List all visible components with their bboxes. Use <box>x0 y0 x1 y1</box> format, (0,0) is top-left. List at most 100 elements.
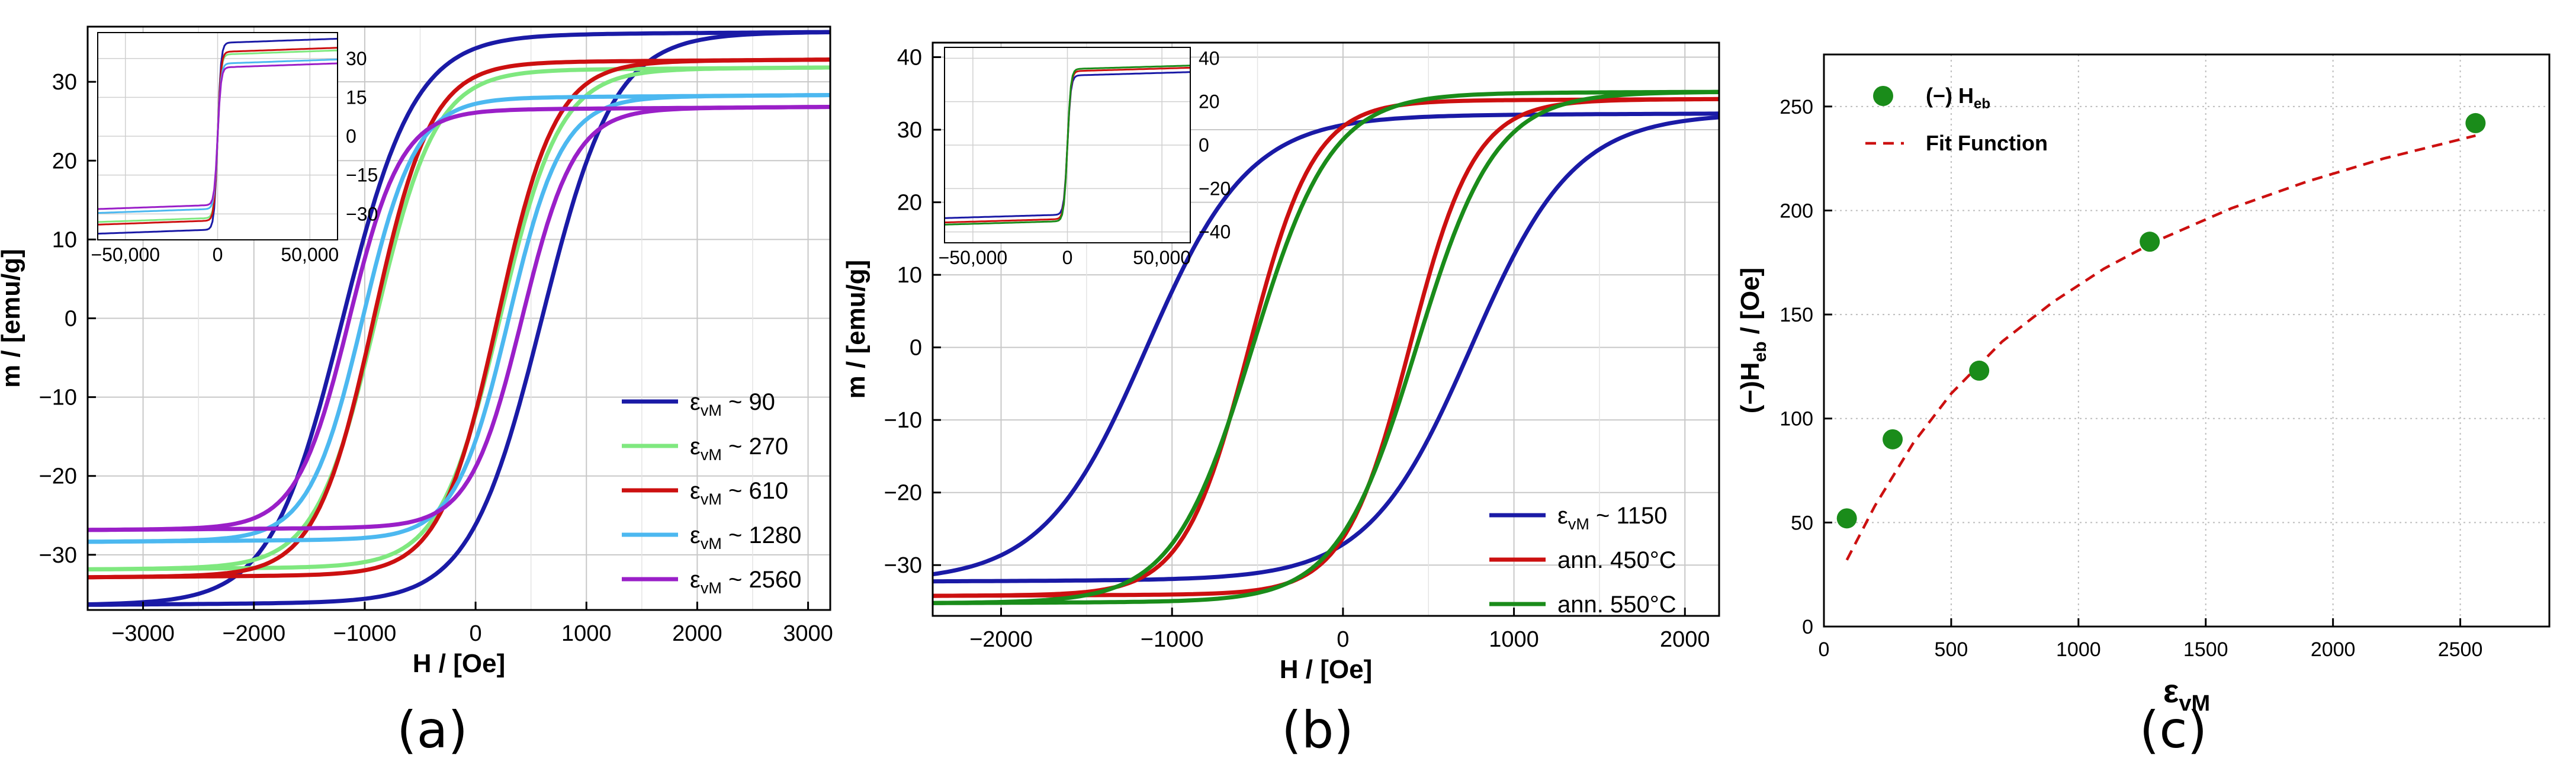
y-tick-label: −20 <box>39 464 77 489</box>
inset-y-tick-label: −40 <box>1199 221 1231 243</box>
series-line-2-lower <box>88 57 830 580</box>
panel-a: −3000 −2000 −1000 0 1000 2000 3000−30−20−10010… <box>0 25 833 678</box>
y-tick-label: 200 <box>1780 200 1813 222</box>
x-tick-label: 2000 <box>2311 638 2356 661</box>
legend-value: 1150 <box>1616 503 1667 529</box>
inset-x-tick-label: 50,000 <box>1133 247 1191 268</box>
legend: εvM ~ 1150 ann. 450°C ann. 550°C <box>1489 503 1676 618</box>
plot-frame <box>1823 53 2551 628</box>
legend-prefix: ~ <box>722 522 749 548</box>
x-tick-label: 0 <box>470 621 482 646</box>
legend-label-1: εvM ~ 270 <box>690 433 788 464</box>
y-tick-label: 20 <box>897 191 922 216</box>
x-tick-label: −2000 <box>969 627 1033 652</box>
y-axis-label: m / [emu/g] <box>841 260 871 399</box>
data-point <box>2140 232 2160 252</box>
inset-series-2 <box>944 65 1191 226</box>
legend-value: 90 <box>749 389 775 415</box>
x-axis-label: εvM <box>2163 672 2210 716</box>
legend-prefix: ~ <box>722 389 749 415</box>
x-tick-label: 500 <box>1935 638 1968 661</box>
legend-subscript: vM <box>701 579 722 597</box>
inset: −50,000 0 50,000 40 20 0 −20 −40 <box>939 47 1231 268</box>
legend-label-3: εvM ~ 1280 <box>690 522 801 553</box>
legend-symbol: ε <box>690 478 701 504</box>
x-tick-label: 1500 <box>2183 638 2228 661</box>
x-axis-label-sub: vM <box>2179 691 2210 716</box>
data-point <box>2465 113 2486 133</box>
x-tick-label: 0 <box>1337 627 1349 652</box>
legend-label-fit: Fit Function <box>1926 131 2048 155</box>
legend-label-2: ann. 550°C <box>1557 592 1676 618</box>
y-axis-label-pre: (−)H <box>1736 362 1765 413</box>
x-tick-label: 2500 <box>2438 638 2483 661</box>
data-point <box>1836 508 1857 529</box>
inset-x-tick-label: 0 <box>1062 247 1073 268</box>
inset-y-tick-label: 0 <box>1199 134 1209 156</box>
x-tick-label: −3000 <box>111 621 175 646</box>
x-tick-label: 1000 <box>561 621 612 646</box>
legend-subscript: vM <box>701 535 722 553</box>
y-tick-label: 0 <box>1802 616 1813 638</box>
y-axis-label-post: / [Oe] <box>1736 268 1765 342</box>
legend-subscript: vM <box>701 490 722 508</box>
series-line-0-lower <box>88 30 830 607</box>
inset: −50,000 0 50,000 30 15 0 −15 −30 <box>91 32 378 265</box>
y-axis-label: (−)Heb / [Oe] <box>1736 268 1770 413</box>
x-tick-label: −1000 <box>1141 627 1204 652</box>
fit-line <box>1845 134 2476 561</box>
legend-value: 610 <box>749 478 788 504</box>
y-axis-label-sub: eb <box>1750 341 1770 362</box>
y-tick-label: 10 <box>52 227 77 252</box>
data-point <box>1969 360 1990 381</box>
y-axis-label: m / [emu/g] <box>0 249 25 388</box>
legend-label-0: εvM ~ 1150 <box>1557 503 1667 533</box>
inset-y-tick-label: 40 <box>1199 47 1220 69</box>
inset-series-4 <box>97 62 338 210</box>
data-point <box>1883 429 1903 449</box>
series-line-1-lower <box>933 97 1719 598</box>
y-tick-label: −10 <box>39 386 77 410</box>
legend-prefix: ~ <box>1589 503 1617 529</box>
y-tick-label: 30 <box>897 118 922 143</box>
y-tick-label: 40 <box>897 46 922 70</box>
x-tick-label: 1000 <box>1489 627 1539 652</box>
inset-y-tick-label: 0 <box>346 126 356 147</box>
legend-label-2: εvM ~ 610 <box>690 478 788 508</box>
legend-value: 270 <box>749 433 788 460</box>
y-tick-label: 0 <box>65 307 77 332</box>
caption-b: (b) <box>1281 701 1354 760</box>
legend-subscript: vM <box>1568 515 1589 533</box>
legend-symbol: ε <box>690 389 701 415</box>
caption-c: (c) <box>2140 701 2207 760</box>
y-tick-label: 30 <box>52 70 77 95</box>
inset-x-tick-label: −50,000 <box>939 247 1008 268</box>
series-line-3-lower <box>88 93 830 544</box>
x-tick-label: −2000 <box>222 621 285 646</box>
x-tick-label: 3000 <box>783 621 833 646</box>
legend-label-0: εvM ~ 90 <box>690 389 775 419</box>
x-tick-label: 0 <box>1819 638 1830 661</box>
panel-c: 0 500 1000 1500 2000 2500 0 50 100 150 200 250 εvM (−… <box>1736 53 2551 716</box>
inset-frame <box>944 47 1191 243</box>
x-tick-label: 2000 <box>1660 627 1710 652</box>
series-line-0-upper <box>88 30 830 606</box>
legend-symbol: ε <box>690 522 701 548</box>
legend-label-points: (−) Heb <box>1926 83 1990 112</box>
y-tick-label: 50 <box>1791 512 1813 534</box>
legend-label-sub: eb <box>1974 96 1990 112</box>
legend-label-1: ann. 450°C <box>1557 547 1676 573</box>
y-tick-label: 250 <box>1780 96 1813 118</box>
inset-y-tick-label: 30 <box>346 48 367 69</box>
legend-subscript: vM <box>701 402 722 419</box>
legend: (−) Heb Fit Function <box>1865 83 2048 155</box>
legend-marker <box>1873 86 1893 106</box>
y-tick-label: 0 <box>910 336 922 361</box>
legend-label-4: εvM ~ 2560 <box>690 567 801 597</box>
y-tick-label: −30 <box>884 553 922 578</box>
inset-x-tick-label: 0 <box>213 244 223 265</box>
legend-prefix: ~ <box>722 433 749 460</box>
